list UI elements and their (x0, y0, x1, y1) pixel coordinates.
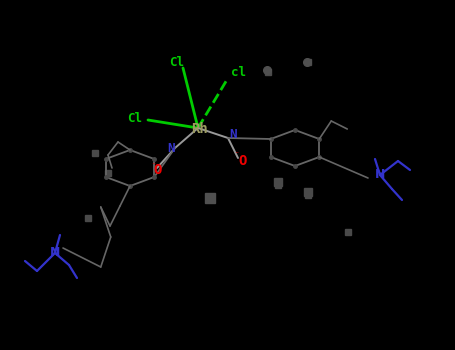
Text: Cl: Cl (170, 56, 184, 69)
Text: ··: ·· (152, 161, 157, 169)
Text: Cl: Cl (127, 112, 142, 125)
Text: N: N (229, 128, 237, 141)
Text: N: N (167, 142, 175, 155)
Text: O: O (239, 154, 247, 168)
Text: N: N (50, 246, 60, 259)
Text: Rh: Rh (192, 122, 208, 136)
Text: N: N (375, 168, 385, 182)
Text: ··: ·· (234, 149, 240, 159)
Text: cl: cl (231, 66, 246, 79)
Text: O: O (154, 163, 162, 177)
